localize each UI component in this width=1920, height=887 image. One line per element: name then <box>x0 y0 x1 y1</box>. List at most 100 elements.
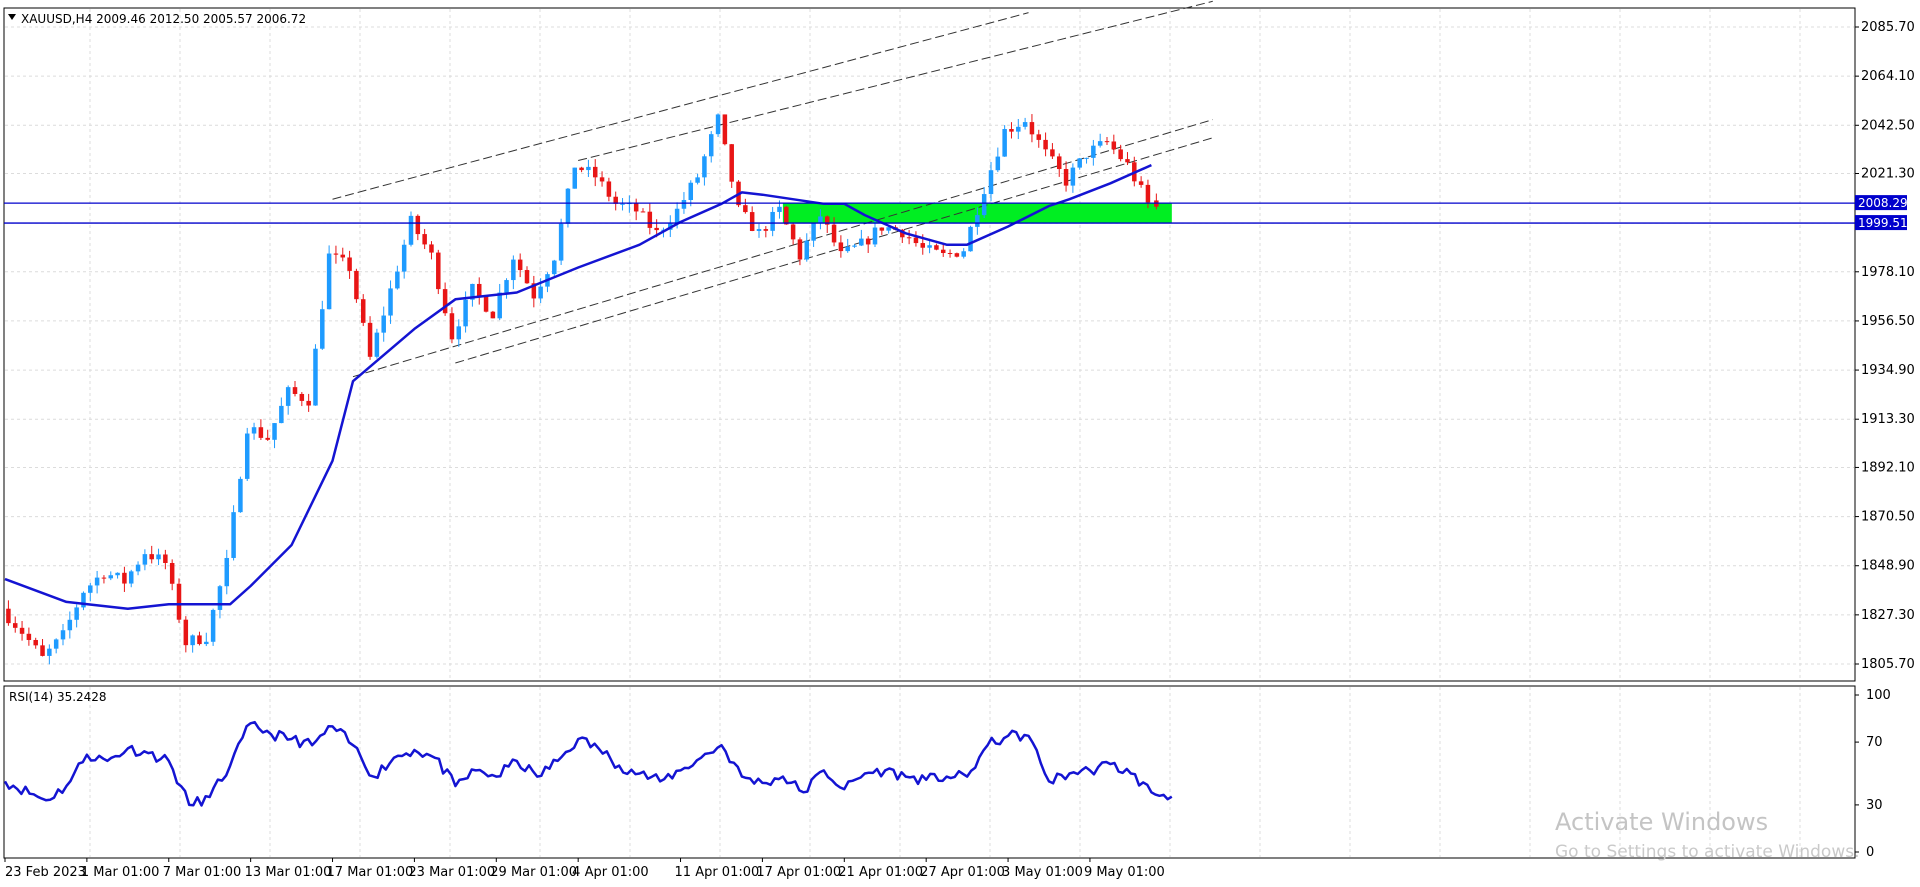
candle-body <box>313 348 318 406</box>
candle-body <box>1138 181 1144 185</box>
candle-body <box>360 299 366 323</box>
candle-body <box>934 245 939 250</box>
time-axis-label: 7 Mar 01:00 <box>163 865 242 880</box>
candle-body <box>927 245 932 248</box>
candle-body <box>702 156 707 178</box>
candle-body <box>415 215 421 235</box>
price-level-tag <box>1855 215 1907 231</box>
candle-body <box>367 322 373 357</box>
price-level-tag-text: 2008.29 <box>1858 196 1908 210</box>
candle-body <box>620 203 625 205</box>
candle-body <box>333 253 339 255</box>
candle-body <box>900 229 905 238</box>
price-axis-label: 2021.30 <box>1861 167 1915 182</box>
candle-body <box>1050 149 1055 157</box>
horizontal-levels-layer: 2008.29 1999.51 <box>4 195 1908 231</box>
collapse-triangle-icon[interactable] <box>8 14 16 20</box>
candle-body <box>681 199 687 209</box>
candle-body <box>538 286 543 299</box>
candle-body <box>722 114 728 145</box>
candle-body <box>1084 157 1089 159</box>
candle-body <box>101 577 107 579</box>
candle-body <box>1009 129 1014 132</box>
candle-body <box>429 244 434 253</box>
candle-body <box>797 239 803 260</box>
candle-body <box>251 427 257 434</box>
candle-body <box>845 246 850 252</box>
candle-body <box>422 234 427 245</box>
trend-line[interactable] <box>578 0 1213 162</box>
candle-body <box>865 238 871 245</box>
time-axis-label: 29 Mar 01:00 <box>490 865 577 880</box>
candle-body <box>197 635 202 645</box>
candle-body <box>67 619 73 631</box>
candle-body <box>818 216 823 224</box>
candle-body <box>354 270 359 300</box>
time-axis-label: 3 May 01:00 <box>1002 865 1083 880</box>
candle-body <box>579 167 584 171</box>
candle-body <box>347 257 352 271</box>
candle-body <box>695 177 700 183</box>
price-axis-label: 1827.30 <box>1861 608 1915 623</box>
candle-body <box>674 208 680 224</box>
candle-body <box>531 283 537 299</box>
candle-body <box>122 572 127 584</box>
candle-body <box>176 583 182 620</box>
candle-body <box>1029 122 1035 135</box>
candle-body <box>1056 156 1062 170</box>
candle-body <box>279 405 284 424</box>
candle-body <box>640 211 646 213</box>
candle-body <box>272 423 277 440</box>
candle-body <box>1036 134 1042 140</box>
price-axis-label: 1848.90 <box>1861 559 1915 574</box>
moving-average-line <box>4 163 1152 610</box>
candle-body <box>476 283 482 297</box>
candle-body <box>12 623 18 628</box>
trend-line[interactable] <box>332 12 1029 200</box>
candle-body <box>995 156 1001 171</box>
candle-body <box>811 223 816 241</box>
trend-line[interactable] <box>352 119 1213 378</box>
candle-body <box>33 639 38 646</box>
candle-body <box>988 170 994 195</box>
price-axis-label: 1913.30 <box>1861 412 1915 427</box>
candle-body <box>961 251 966 257</box>
candle-body <box>606 181 612 197</box>
price-axis: 2085.70 2064.10 2042.50 2021.30 1978.10 1956.… <box>1855 20 1915 672</box>
candle-body <box>749 212 755 231</box>
rsi-axis-label: 30 <box>1866 798 1883 813</box>
candle-body <box>374 332 380 357</box>
time-axis-label: 23 Feb 2023 <box>5 865 86 880</box>
candle-body <box>920 243 926 248</box>
candle-body <box>285 387 291 406</box>
candle-body <box>60 630 66 640</box>
candle-body <box>88 585 93 593</box>
price-axis-label: 1892.10 <box>1861 460 1915 475</box>
candle-body <box>135 564 141 572</box>
candle-body <box>1022 122 1028 127</box>
candle-body <box>804 240 810 260</box>
candle-body <box>340 254 346 258</box>
candle-body <box>613 196 618 204</box>
candle-body <box>1002 129 1007 157</box>
candle-body <box>204 641 209 645</box>
time-axis-label: 23 Mar 01:00 <box>408 865 495 880</box>
candle-body <box>572 167 578 189</box>
candle-body <box>859 238 864 246</box>
candle-body <box>763 229 769 231</box>
candle-body <box>395 271 400 289</box>
candle-body <box>456 326 462 340</box>
candle-body <box>784 206 789 225</box>
candle-body <box>163 554 168 563</box>
trend-line[interactable] <box>455 137 1213 364</box>
candle-body <box>743 205 748 213</box>
candle-body <box>947 252 953 254</box>
activate-windows-subtitle: Go to Settings to activate Windows. <box>1555 842 1860 862</box>
time-axis-label: 11 Apr 01:00 <box>675 865 760 880</box>
candle-body <box>190 635 195 646</box>
grid-lines <box>5 9 1854 857</box>
candle-body <box>497 292 502 319</box>
candle-body <box>244 433 250 479</box>
